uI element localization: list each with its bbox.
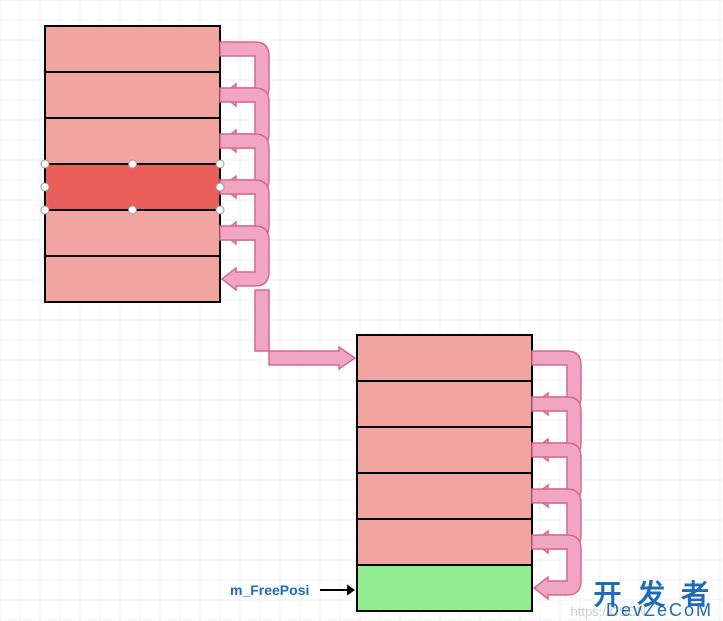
row bbox=[357, 519, 532, 565]
selection-handle[interactable] bbox=[216, 160, 224, 168]
selection-handle[interactable] bbox=[129, 206, 137, 214]
row bbox=[45, 72, 220, 118]
row bbox=[357, 381, 532, 427]
selection-handle[interactable] bbox=[216, 183, 224, 191]
selection-handle[interactable] bbox=[41, 183, 49, 191]
row bbox=[45, 210, 220, 256]
row bbox=[45, 256, 220, 302]
row bbox=[45, 118, 220, 164]
row bbox=[45, 26, 220, 72]
selection-handle[interactable] bbox=[41, 160, 49, 168]
selection-handle[interactable] bbox=[129, 160, 137, 168]
diagram-canvas: m_FreePosi bbox=[0, 0, 723, 621]
row bbox=[45, 164, 220, 210]
row bbox=[357, 427, 532, 473]
selection-handle[interactable] bbox=[216, 206, 224, 214]
selection-handle[interactable] bbox=[41, 206, 49, 214]
free-posi-label: m_FreePosi bbox=[230, 582, 309, 598]
row bbox=[357, 565, 532, 611]
row bbox=[357, 335, 532, 381]
row bbox=[357, 473, 532, 519]
